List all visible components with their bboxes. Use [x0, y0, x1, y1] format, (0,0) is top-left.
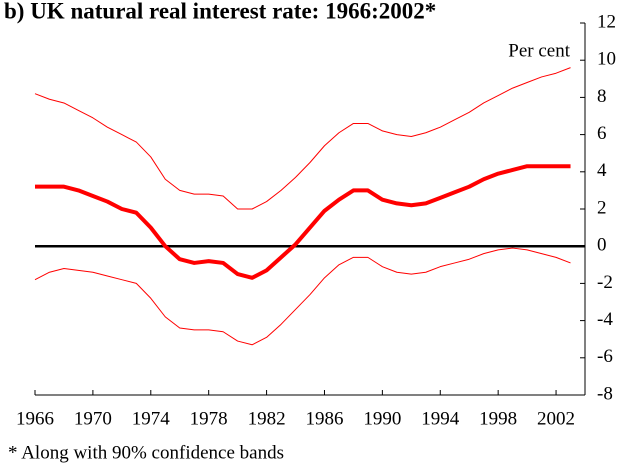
- data-line: [34, 247, 571, 346]
- y-tick-label: 6: [597, 123, 607, 144]
- y-tick-label: 12: [597, 11, 616, 32]
- y-tick-label: 0: [597, 235, 607, 256]
- x-tick-label: 2002: [537, 408, 575, 429]
- x-tick-label: 1998: [479, 408, 517, 429]
- x-tick-label: 1986: [305, 408, 343, 429]
- x-tick-label: 1978: [190, 408, 228, 429]
- y-tick-label: 4: [597, 160, 607, 181]
- y-tick-label: -8: [597, 383, 613, 404]
- data-line: [34, 67, 571, 210]
- chart-title: b) UK natural real interest rate: 1966:2…: [4, 0, 436, 23]
- x-tick-label: 1966: [16, 408, 54, 429]
- y-axis-label: Per cent: [508, 40, 570, 61]
- x-tick-label: 1990: [363, 408, 401, 429]
- data-line: [35, 164, 571, 280]
- y-tick-label: 2: [597, 197, 607, 218]
- x-tick-label: 1982: [248, 408, 286, 429]
- y-tick-label: -2: [597, 272, 613, 293]
- y-tick-label: -4: [597, 309, 613, 330]
- y-tick-label: 8: [597, 86, 607, 107]
- x-tick-label: 1994: [421, 408, 460, 429]
- footnote: * Along with 90% confidence bands: [8, 442, 284, 463]
- x-tick-label: 1970: [74, 408, 112, 429]
- y-tick-label: -6: [597, 346, 613, 367]
- x-tick-label: 1974: [132, 408, 171, 429]
- y-tick-label: 10: [597, 49, 616, 70]
